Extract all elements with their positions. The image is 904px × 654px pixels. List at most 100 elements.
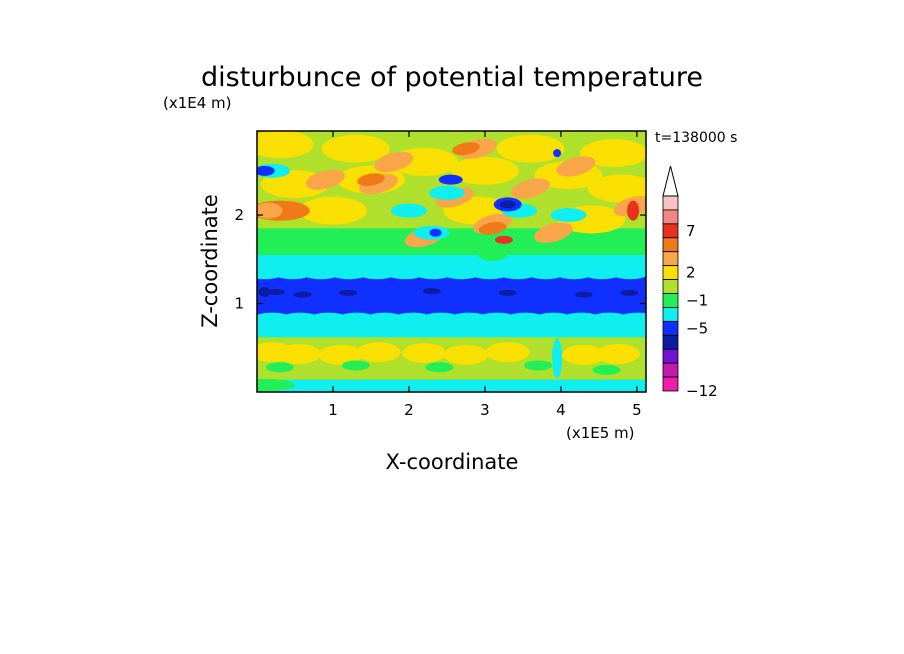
colorbar-swatch [662, 376, 679, 392]
contour-band [257, 379, 646, 392]
contour-patch [529, 271, 562, 280]
contour-patch [305, 169, 345, 190]
contour-patch [258, 287, 271, 298]
contour-patch [257, 271, 281, 280]
y-tick-label: 2 [234, 206, 244, 224]
x-axis: 1 2 3 4 5 [328, 131, 642, 419]
contour-patch [619, 312, 646, 323]
plot-frame [256, 130, 647, 393]
contour-patch [422, 288, 441, 295]
contour-patch [402, 343, 447, 364]
colorbar-swatch [662, 251, 679, 267]
colorbar-swatch [662, 293, 679, 308]
colorbar-label: −1 [686, 291, 708, 309]
colorbar-swatch [662, 279, 679, 294]
y-axis: 12 [234, 206, 646, 313]
contour-patch [496, 134, 565, 163]
contour-patch [561, 344, 606, 365]
contour-patch [318, 344, 363, 365]
contour-patch [524, 360, 553, 371]
contour-patch [550, 208, 587, 223]
contour-patch [265, 362, 294, 373]
contour-patch [553, 149, 562, 158]
contour-patch [595, 343, 640, 364]
contour-patch [498, 289, 517, 296]
contour-patch [257, 165, 275, 176]
contour-patch [298, 196, 367, 225]
contour-patch [374, 151, 414, 173]
contour-patch [478, 221, 507, 235]
colorbar-label: −5 [686, 319, 708, 337]
contour-patch [473, 271, 506, 280]
contour-patch [339, 289, 358, 296]
contour-patch [438, 174, 463, 185]
contour-patch [389, 271, 422, 280]
contour-patch [266, 289, 285, 296]
contour-patch [429, 228, 442, 237]
x-tick-label: 1 [328, 401, 338, 419]
y-axis-label: Z-coordinate [198, 194, 222, 328]
x-tick-label: 2 [404, 401, 414, 419]
contour-patch [276, 271, 309, 280]
contour-patch [450, 156, 519, 185]
colorbar-swatch [662, 320, 679, 336]
colorbar-swatch [662, 209, 679, 225]
contour-patch [310, 312, 347, 323]
contour-patch [450, 312, 487, 323]
x-unit-label: (x1E5 m) [566, 424, 635, 442]
y-unit-label: (x1E4 m) [163, 94, 232, 112]
contour-patch [499, 200, 516, 209]
contour-patch [535, 312, 572, 323]
contour-patch [614, 271, 646, 280]
contour-patch [587, 174, 646, 203]
contour-patch [357, 173, 385, 187]
x-tick-label: 5 [632, 401, 642, 419]
contour-patch [445, 271, 478, 280]
contour-patch [479, 312, 516, 323]
contour-patch [257, 202, 283, 219]
contour-patch [356, 342, 401, 363]
contour-patch [507, 312, 544, 323]
contour-patch [550, 241, 587, 252]
contour-patch [366, 312, 403, 323]
contour-patch [580, 139, 646, 168]
contour-patch [417, 271, 450, 280]
contour-patch [556, 156, 596, 177]
contour-patch [511, 178, 550, 199]
colorbar-label: 7 [686, 222, 696, 240]
contour-patch [591, 312, 628, 323]
colorbar-swatch [662, 362, 679, 378]
contour-patch [563, 312, 600, 323]
contour-patch [332, 271, 365, 280]
colorbar-swatch [662, 237, 679, 253]
contour-patch [361, 271, 394, 280]
x-tick-label: 3 [480, 401, 490, 419]
x-tick-label: 4 [556, 401, 566, 419]
chart-title: disturbunce of potential temperature [201, 62, 703, 93]
contour-patch [293, 291, 312, 298]
contour-patch [304, 271, 337, 280]
contour-patch [276, 343, 321, 364]
colorbar-label: −12 [686, 382, 718, 400]
colorbar-swatch [662, 307, 679, 322]
contour-patch [341, 360, 370, 371]
contour-patch [485, 342, 530, 363]
colorbar-swatch [662, 195, 679, 211]
contour-patch [443, 344, 488, 365]
colorbar-label: 2 [686, 264, 696, 282]
contour-patch [557, 271, 590, 280]
colorbar-swatch [662, 265, 679, 280]
x-axis-label: X-coordinate [386, 450, 519, 474]
contour-patch [422, 312, 459, 323]
contour-patch [501, 271, 534, 280]
contour-patch [452, 142, 480, 156]
colorbar: 7 2 −1 −5 −12 [662, 165, 718, 400]
time-label: t=138000 s [655, 130, 737, 146]
y-tick-label: 1 [234, 295, 244, 313]
colorbar-extend-arrow [662, 165, 679, 197]
colorbar-swatch [662, 348, 679, 364]
contour-patch [257, 131, 314, 159]
contour-patch [533, 222, 573, 243]
contour-patch [257, 312, 291, 323]
